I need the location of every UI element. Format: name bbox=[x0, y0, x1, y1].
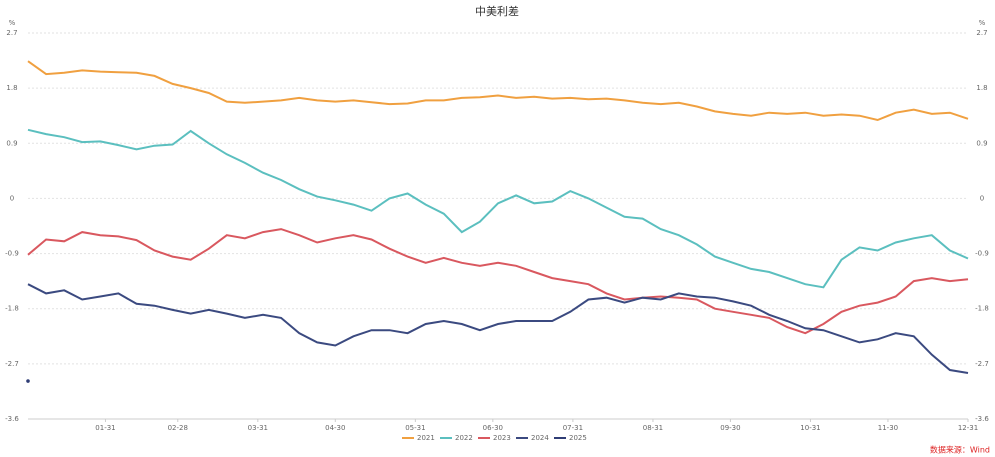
x-tick-label: 01-31 bbox=[95, 424, 115, 432]
legend-label: 2021 bbox=[417, 434, 435, 442]
x-tick-label: 08-31 bbox=[643, 424, 663, 432]
y-tick-label: -2.7 bbox=[5, 360, 19, 368]
legend-label: 2024 bbox=[531, 434, 549, 442]
x-tick-label: 03-31 bbox=[248, 424, 268, 432]
y-tick-label: 0 bbox=[10, 194, 14, 202]
y2-tick-label: 1.8 bbox=[976, 84, 987, 92]
y2-tick-label: 0 bbox=[980, 194, 984, 202]
series-line bbox=[27, 228, 969, 335]
y2-tick-label: 0.9 bbox=[976, 139, 987, 147]
x-tick-label: 10-31 bbox=[800, 424, 820, 432]
source: 数据来源：Wind bbox=[930, 445, 990, 455]
y-tick-label: -3.6 bbox=[5, 415, 19, 423]
x-tick-label: 12-31 bbox=[958, 424, 978, 432]
y-tick-label: 1.8 bbox=[6, 84, 17, 92]
legend-label: 2025 bbox=[569, 434, 587, 442]
legend-label: 2023 bbox=[493, 434, 511, 442]
y2-tick-label: -1.8 bbox=[975, 305, 989, 313]
y2-tick-label: 2.7 bbox=[976, 29, 987, 37]
legend-label: 2022 bbox=[455, 434, 473, 442]
y-unit-right: % bbox=[979, 19, 986, 27]
x-tick-label: 07-31 bbox=[563, 424, 583, 432]
y-tick-label: 0.9 bbox=[6, 139, 17, 147]
x-tick-label: 04-30 bbox=[325, 424, 345, 432]
x-tick-label: 02-28 bbox=[168, 424, 188, 432]
series-line bbox=[27, 60, 969, 122]
y-unit-left: % bbox=[9, 19, 16, 27]
x-tick-label: 06-30 bbox=[483, 424, 503, 432]
y-tick-label: 2.7 bbox=[6, 29, 17, 37]
y2-tick-label: -3.6 bbox=[975, 415, 989, 423]
x-tick-label: 05-31 bbox=[405, 424, 425, 432]
line-point bbox=[26, 379, 30, 383]
y-tick-label: -1.8 bbox=[5, 305, 19, 313]
x-tick-label: 09-30 bbox=[720, 424, 740, 432]
y2-tick-label: -0.9 bbox=[975, 250, 989, 258]
y2-tick-label: -2.7 bbox=[975, 360, 989, 368]
x-tick-label: 11-30 bbox=[878, 424, 898, 432]
series-line bbox=[27, 128, 969, 289]
y-tick-label: -0.9 bbox=[5, 250, 19, 258]
series-line bbox=[27, 283, 969, 374]
chart-title: 中美利差 bbox=[475, 4, 519, 18]
